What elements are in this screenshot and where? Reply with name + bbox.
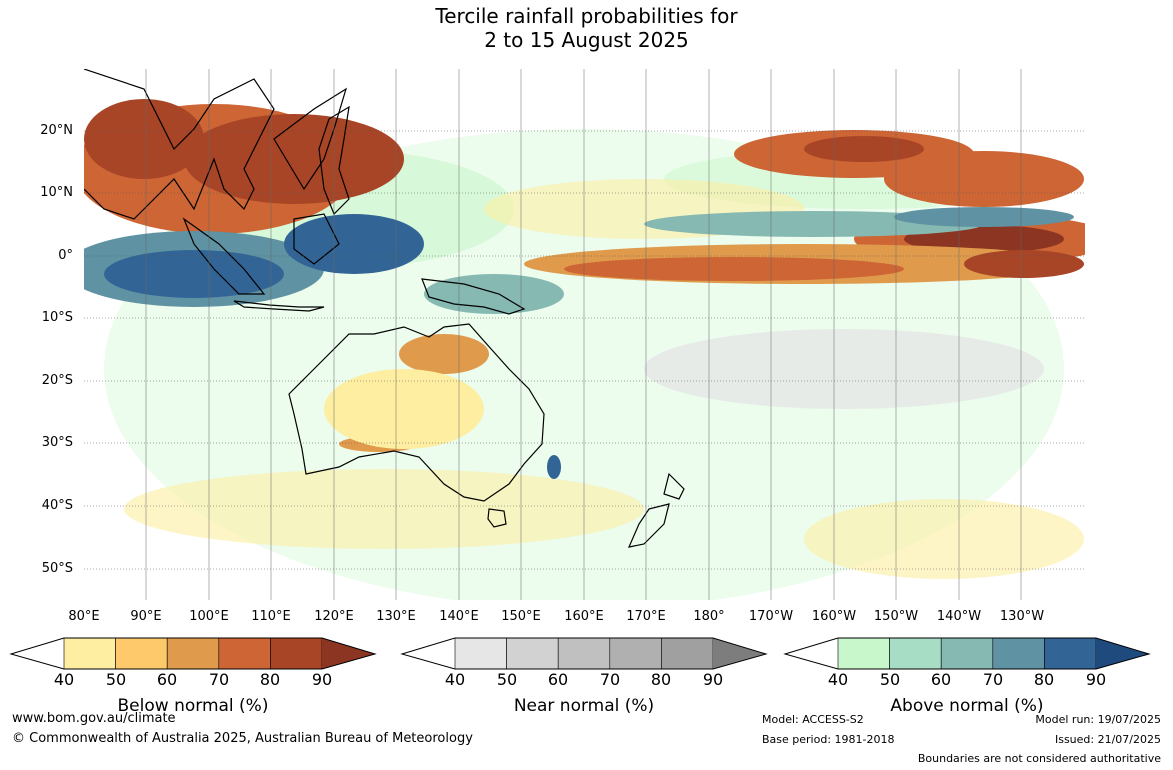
legend-above-tick: 90 [1085, 670, 1107, 689]
colorbar-segment [218, 637, 271, 670]
lat-label-30s: 30°S [41, 435, 73, 450]
colorbar-high-triangle [713, 638, 766, 669]
legend-near-tick: 90 [702, 670, 724, 689]
colorbar-high-triangle [1096, 638, 1149, 669]
legend-below-colorbar [9, 637, 377, 670]
colorbar-segment [115, 637, 168, 670]
lon-label: 90°E [130, 609, 162, 624]
lon-label: 130°E [376, 609, 416, 624]
colorbar-segment [506, 637, 559, 670]
legend-below-tick: 60 [156, 670, 178, 689]
lon-label: 180° [693, 609, 725, 624]
colorbar-segment [889, 637, 942, 670]
lat-label-0: 0° [58, 248, 73, 263]
legend-below-tick: 50 [105, 670, 127, 689]
graticule [84, 130, 1085, 570]
colorbar-segment [609, 637, 662, 670]
legend-above-tick: 80 [1033, 670, 1055, 689]
lat-label-50s: 50°S [41, 561, 73, 576]
lon-label: 170°W [748, 609, 794, 624]
base-period: Base period: 1981-2018 [762, 733, 895, 746]
title-line-2: 2 to 15 August 2025 [484, 28, 689, 52]
lat-label-10n: 10°N [40, 185, 73, 200]
model-run-date: Model run: 19/07/2025 [1035, 713, 1161, 726]
lon-label: 110°E [251, 609, 291, 624]
model-name: Model: ACCESS-S2 [762, 713, 864, 726]
legend-near-tick: 80 [650, 670, 672, 689]
lon-label: 160°E [564, 609, 604, 624]
colorbar-low-triangle [11, 638, 64, 669]
legend-above-tick: 40 [827, 670, 849, 689]
lon-label: 120°E [314, 609, 354, 624]
legend-below-title: Below normal (%) [117, 696, 269, 716]
colorbar-segment [63, 637, 116, 670]
lat-label-20s: 20°S [41, 373, 73, 388]
legend-below-tick: 40 [53, 670, 75, 689]
title-line-1: Tercile rainfall probabilities for [435, 4, 738, 28]
legend-near-tick: 60 [547, 670, 569, 689]
colorbar-low-triangle [402, 638, 455, 669]
lon-label: 150°W [873, 609, 919, 624]
map-title: Tercile rainfall probabilities for 2 to … [0, 4, 1173, 52]
colorbar-segment [940, 637, 994, 670]
legend-above-title: Above normal (%) [890, 696, 1044, 716]
colorbar-low-triangle [785, 638, 838, 669]
lat-label-20n: 20°N [40, 123, 73, 138]
legend-near-title: Near normal (%) [513, 696, 655, 716]
legend-above-tick: 70 [982, 670, 1004, 689]
map-canvas [84, 69, 1085, 600]
lon-label: 170°E [626, 609, 666, 624]
lon-label: 160°W [811, 609, 857, 624]
website-link[interactable]: www.bom.gov.au/climate [12, 711, 176, 726]
legend-below-tick: 80 [259, 670, 281, 689]
lon-label: 140°E [439, 609, 479, 624]
issued-date: Issued: 21/07/2025 [1054, 733, 1161, 746]
lat-label-10s: 10°S [41, 310, 73, 325]
lat-label-40s: 40°S [41, 498, 73, 513]
colorbar-high-triangle [322, 638, 375, 669]
legend-near-tick: 50 [496, 670, 518, 689]
colorbar-segment [557, 637, 611, 670]
graticule-meridians [145, 69, 1022, 600]
lon-label: 100°E [189, 609, 229, 624]
colorbar-segment [270, 637, 323, 670]
colorbar-segment [992, 637, 1045, 670]
legend-above-colorbar [783, 637, 1151, 670]
lon-label: 150°E [501, 609, 541, 624]
legend-near-tick: 70 [599, 670, 621, 689]
lon-label: 140°W [936, 609, 982, 624]
colorbar-segment [661, 637, 714, 670]
legend-near-tick: 40 [444, 670, 466, 689]
copyright-text: © Commonwealth of Australia 2025, Austra… [12, 731, 473, 746]
coastlines [84, 69, 685, 548]
legend-near-colorbar [400, 637, 768, 670]
probability-map [84, 69, 1085, 600]
legend-above-tick: 50 [879, 670, 901, 689]
lon-label: 80°E [68, 609, 100, 624]
legend-above-tick: 60 [930, 670, 952, 689]
colorbar-segment [1044, 637, 1097, 670]
colorbar-segment [166, 637, 220, 670]
lon-label: 130°W [999, 609, 1045, 624]
colorbar-segment [837, 637, 890, 670]
probability-field [84, 99, 1085, 600]
legend-below-tick: 90 [311, 670, 333, 689]
colorbar-segment [454, 637, 507, 670]
legend-below-tick: 70 [208, 670, 230, 689]
boundary-disclaimer: Boundaries are not considered authoritat… [917, 752, 1161, 765]
